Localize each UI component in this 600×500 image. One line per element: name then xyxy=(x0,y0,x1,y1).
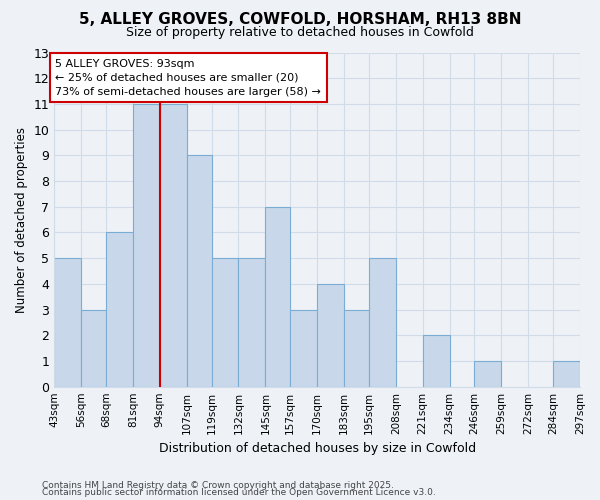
Text: Contains HM Land Registry data © Crown copyright and database right 2025.: Contains HM Land Registry data © Crown c… xyxy=(42,480,394,490)
Bar xyxy=(475,361,502,386)
Bar xyxy=(81,310,106,386)
Bar xyxy=(106,232,133,386)
Bar xyxy=(187,156,212,386)
Bar xyxy=(290,310,317,386)
Text: Size of property relative to detached houses in Cowfold: Size of property relative to detached ho… xyxy=(126,26,474,39)
Bar xyxy=(344,310,369,386)
Bar xyxy=(553,361,580,386)
Bar xyxy=(133,104,160,387)
Bar xyxy=(212,258,238,386)
X-axis label: Distribution of detached houses by size in Cowfold: Distribution of detached houses by size … xyxy=(158,442,476,455)
Text: Contains public sector information licensed under the Open Government Licence v3: Contains public sector information licen… xyxy=(42,488,436,497)
Bar xyxy=(160,104,187,387)
Text: 5, ALLEY GROVES, COWFOLD, HORSHAM, RH13 8BN: 5, ALLEY GROVES, COWFOLD, HORSHAM, RH13 … xyxy=(79,12,521,28)
Bar xyxy=(423,336,449,386)
Bar xyxy=(369,258,396,386)
Text: 5 ALLEY GROVES: 93sqm
← 25% of detached houses are smaller (20)
73% of semi-deta: 5 ALLEY GROVES: 93sqm ← 25% of detached … xyxy=(55,59,321,97)
Bar xyxy=(317,284,344,386)
Y-axis label: Number of detached properties: Number of detached properties xyxy=(15,126,28,312)
Bar xyxy=(265,206,290,386)
Bar xyxy=(54,258,81,386)
Bar xyxy=(238,258,265,386)
